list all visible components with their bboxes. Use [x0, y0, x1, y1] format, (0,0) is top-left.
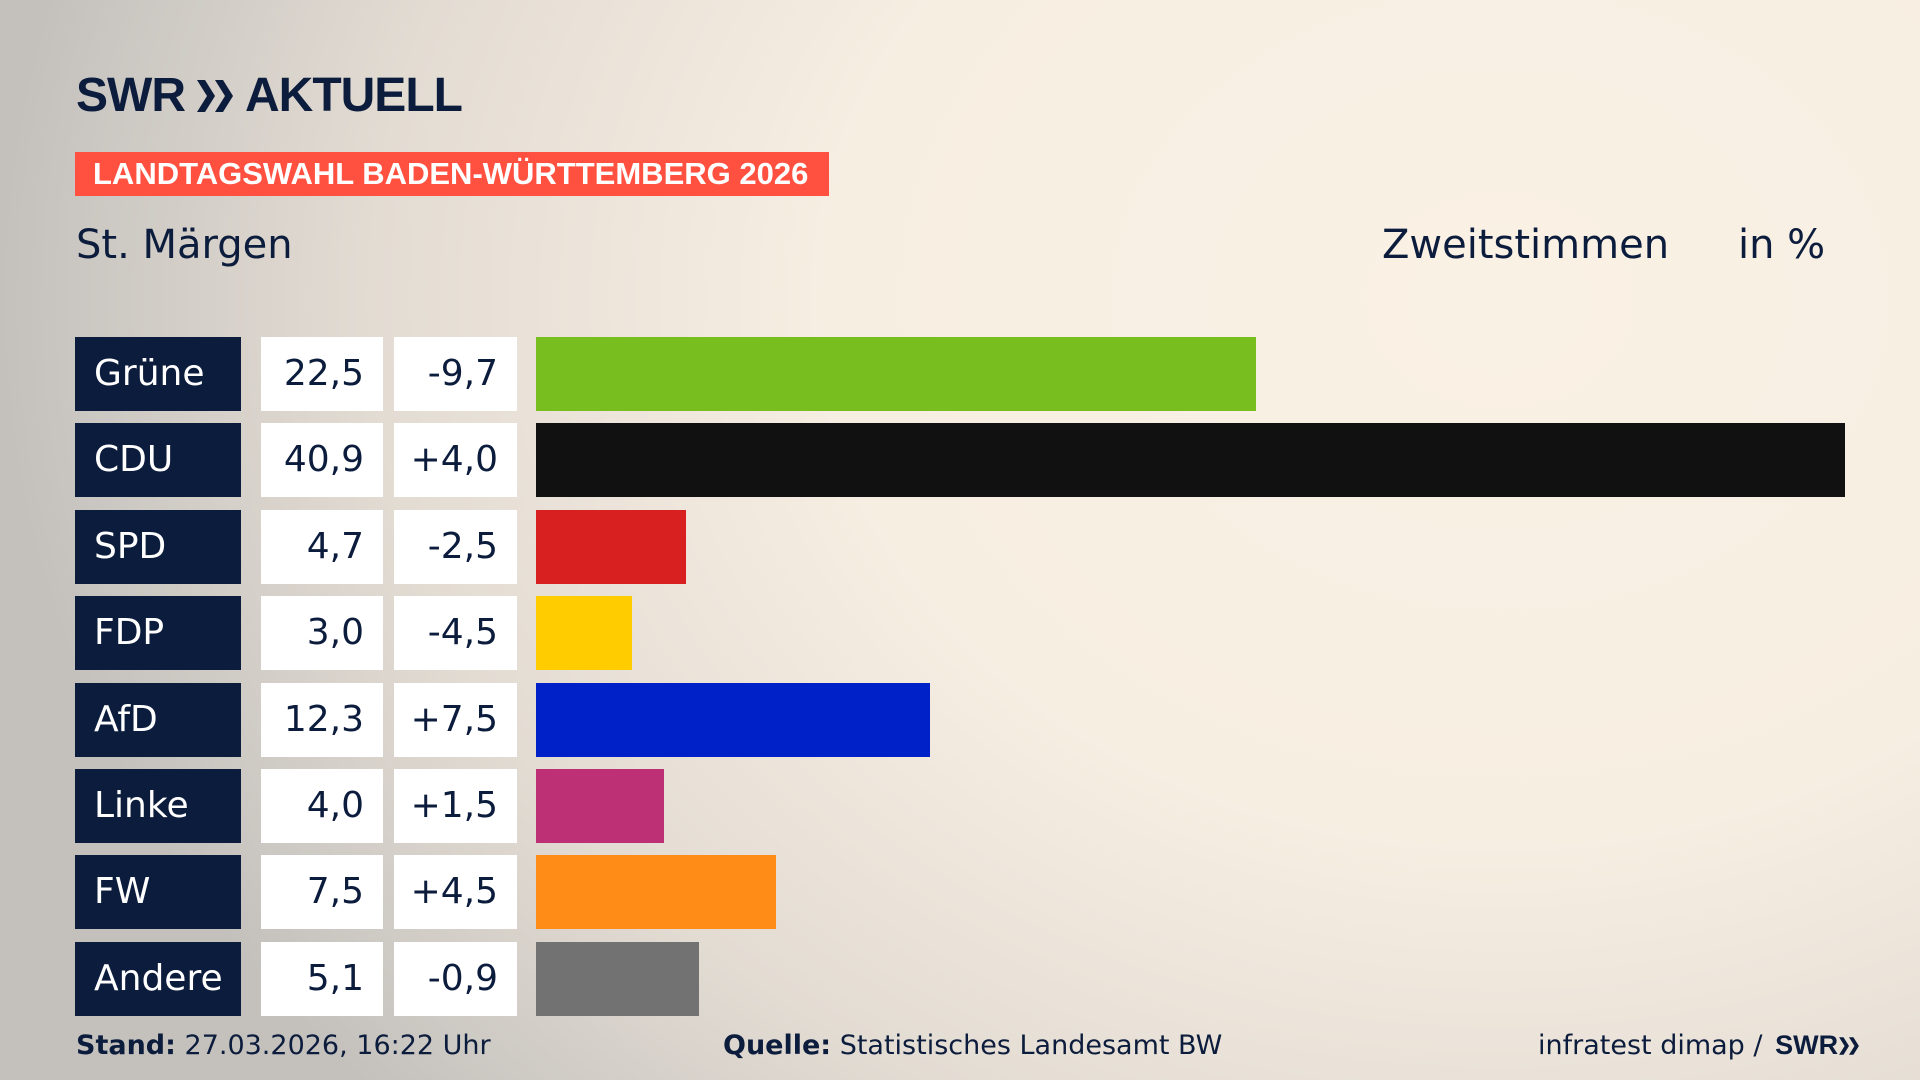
- party-label: Linke: [75, 769, 241, 843]
- swr-aktuell-logo: SWR AKTUELL: [76, 69, 463, 122]
- value-label: 40,9: [261, 423, 383, 498]
- bar-row: SPD 4,7 -2,5: [0, 509, 1920, 584]
- bar: [536, 596, 632, 671]
- party-label: Grüne: [75, 337, 241, 411]
- credit: infratest dimap / SWR: [1538, 1030, 1860, 1061]
- change-label: -2,5: [394, 509, 517, 584]
- bar-row: Grüne 22,5 -9,7: [0, 337, 1920, 411]
- bar-row: AfD 12,3 +7,5: [0, 682, 1920, 757]
- change-label: +7,5: [394, 682, 517, 757]
- bar-row: Linke 4,0 +1,5: [0, 769, 1920, 843]
- value-label: 4,0: [261, 769, 383, 843]
- bar-row: Andere 5,1 -0,9: [0, 941, 1920, 1016]
- value-label: 4,7: [261, 509, 383, 584]
- bar: [536, 423, 1845, 498]
- party-label: Andere: [75, 941, 241, 1016]
- party-label: FW: [75, 855, 241, 930]
- value-label: 22,5: [261, 337, 383, 411]
- change-label: +4,0: [394, 423, 517, 498]
- change-label: -9,7: [394, 337, 517, 411]
- election-banner: LANDTAGSWAHL BADEN-WÜRTTEMBERG 2026: [75, 152, 829, 196]
- value-label: 12,3: [261, 682, 383, 757]
- bar-row: FW 7,5 +4,5: [0, 855, 1920, 930]
- measure-label: Zweitstimmen: [1382, 222, 1670, 268]
- bar: [536, 337, 1257, 411]
- swr-chevron-icon: [1839, 1036, 1859, 1055]
- bar-row: FDP 3,0 -4,5: [0, 596, 1920, 671]
- source: Quelle: Statistisches Landesamt BW: [723, 1030, 1223, 1061]
- change-label: -4,5: [394, 596, 517, 671]
- party-label: CDU: [75, 423, 241, 498]
- party-label: FDP: [75, 596, 241, 671]
- timestamp: Stand: 27.03.2026, 16:22 Uhr: [76, 1030, 491, 1061]
- place-title: St. Märgen: [76, 222, 293, 268]
- value-label: 5,1: [261, 941, 383, 1016]
- bar-row: CDU 40,9 +4,0: [0, 423, 1920, 498]
- change-label: -0,9: [394, 941, 517, 1016]
- bar: [536, 941, 700, 1016]
- bar: [536, 509, 687, 584]
- change-label: +4,5: [394, 855, 517, 930]
- value-label: 7,5: [261, 855, 383, 930]
- unit-label: in %: [1738, 222, 1826, 268]
- party-label: AfD: [75, 682, 241, 757]
- bar: [536, 682, 930, 757]
- party-label: SPD: [75, 509, 241, 584]
- bar: [536, 855, 777, 930]
- bar: [536, 769, 665, 843]
- change-label: +1,5: [394, 769, 517, 843]
- value-label: 3,0: [261, 596, 383, 671]
